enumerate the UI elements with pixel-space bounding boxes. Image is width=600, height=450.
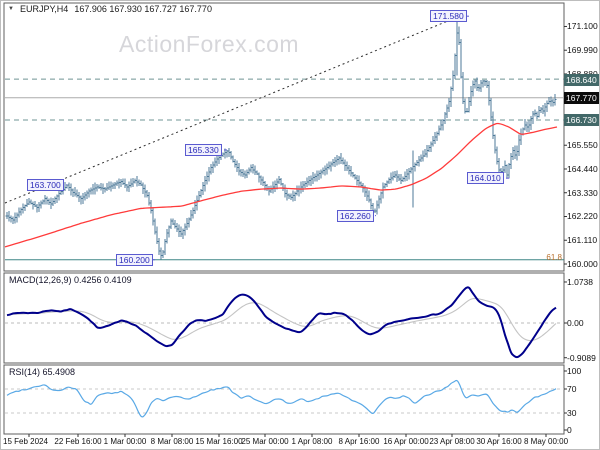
macd-main-line xyxy=(6,286,557,359)
time-axis-label: 22 Feb 16:00 xyxy=(54,437,102,446)
price-axis-label: 160.000 xyxy=(567,259,598,269)
price-badge-166.730: 166.730 xyxy=(564,114,599,127)
time-axis-label: 16 Apr 00:00 xyxy=(383,437,429,446)
price-axis-label: 165.550 xyxy=(567,140,598,151)
price-axis-label: 162.220 xyxy=(567,211,598,222)
time-axis-label: 8 Apr 16:00 xyxy=(338,437,380,446)
price-axis-label: 171.100 xyxy=(567,21,598,32)
time-axis-label: 30 Apr 16:00 xyxy=(476,437,522,446)
swing-price-label: 171.580 xyxy=(430,10,467,23)
swing-price-label: 164.010 xyxy=(467,172,504,185)
price-axis-label: 164.440 xyxy=(567,163,598,174)
rsi-axis-label: 70 xyxy=(567,384,577,394)
candlestick-series xyxy=(5,16,557,260)
time-axis-label: 1 Apr 08:00 xyxy=(291,437,333,446)
price-axis-label: 163.330 xyxy=(567,187,598,198)
price-badge-168.640: 168.640 xyxy=(564,73,599,86)
time-axis-label: 25 Mar 00:00 xyxy=(241,437,289,446)
rsi-axis-label: 30 xyxy=(567,408,577,418)
price-badge-167.770: 167.770 xyxy=(564,92,599,105)
rsi-axis-label: 100 xyxy=(567,366,582,376)
rsi-axis-label: 0 xyxy=(567,425,572,435)
time-axis-label: 1 Mar 00:00 xyxy=(103,437,147,446)
macd-axis-label: -0.9089 xyxy=(567,352,596,363)
macd-signal-line xyxy=(6,298,557,342)
ohlc-quotes: 167.906 167.930 167.727 167.770 xyxy=(74,4,212,14)
price-panel-frame xyxy=(3,2,565,272)
swing-price-label: 160.200 xyxy=(116,253,153,266)
moving-average-line xyxy=(4,122,558,248)
macd-indicator-label: MACD(12,26,9) 0.4256 0.4109 xyxy=(9,275,132,285)
time-axis-label: 15 Mar 16:00 xyxy=(195,437,243,446)
time-axis-label: 23 Apr 08:00 xyxy=(429,437,475,446)
chart-title-bar: ▼ EURJPY,H4 167.906 167.930 167.727 167.… xyxy=(8,4,212,14)
trendline xyxy=(4,15,461,204)
macd-panel-frame xyxy=(3,272,565,364)
swing-price-label: 163.700 xyxy=(27,178,64,191)
rsi-panel-frame xyxy=(3,364,565,435)
rsi-indicator-label: RSI(14) 65.4908 xyxy=(9,367,76,377)
time-axis-label: 8 May 00:00 xyxy=(523,437,569,446)
swing-price-label: 162.260 xyxy=(337,209,374,222)
macd-axis-label: 1.0738 xyxy=(567,276,593,287)
price-axis-label: 169.990 xyxy=(567,45,598,56)
time-axis-label: 15 Feb 2024 xyxy=(3,437,48,446)
rsi-line xyxy=(6,379,557,418)
swing-price-label: 165.330 xyxy=(185,143,222,156)
time-axis-label: 8 Mar 08:00 xyxy=(150,437,194,446)
price-axis-label: 161.110 xyxy=(567,235,598,246)
watermark: ActionForex.com xyxy=(119,31,300,57)
dropdown-triangle-icon: ▼ xyxy=(8,6,14,12)
macd-axis-label: 0.00 xyxy=(567,318,584,328)
fib-level-label: 61.8 xyxy=(546,253,562,262)
symbol-timeframe: EURJPY,H4 xyxy=(19,4,69,14)
